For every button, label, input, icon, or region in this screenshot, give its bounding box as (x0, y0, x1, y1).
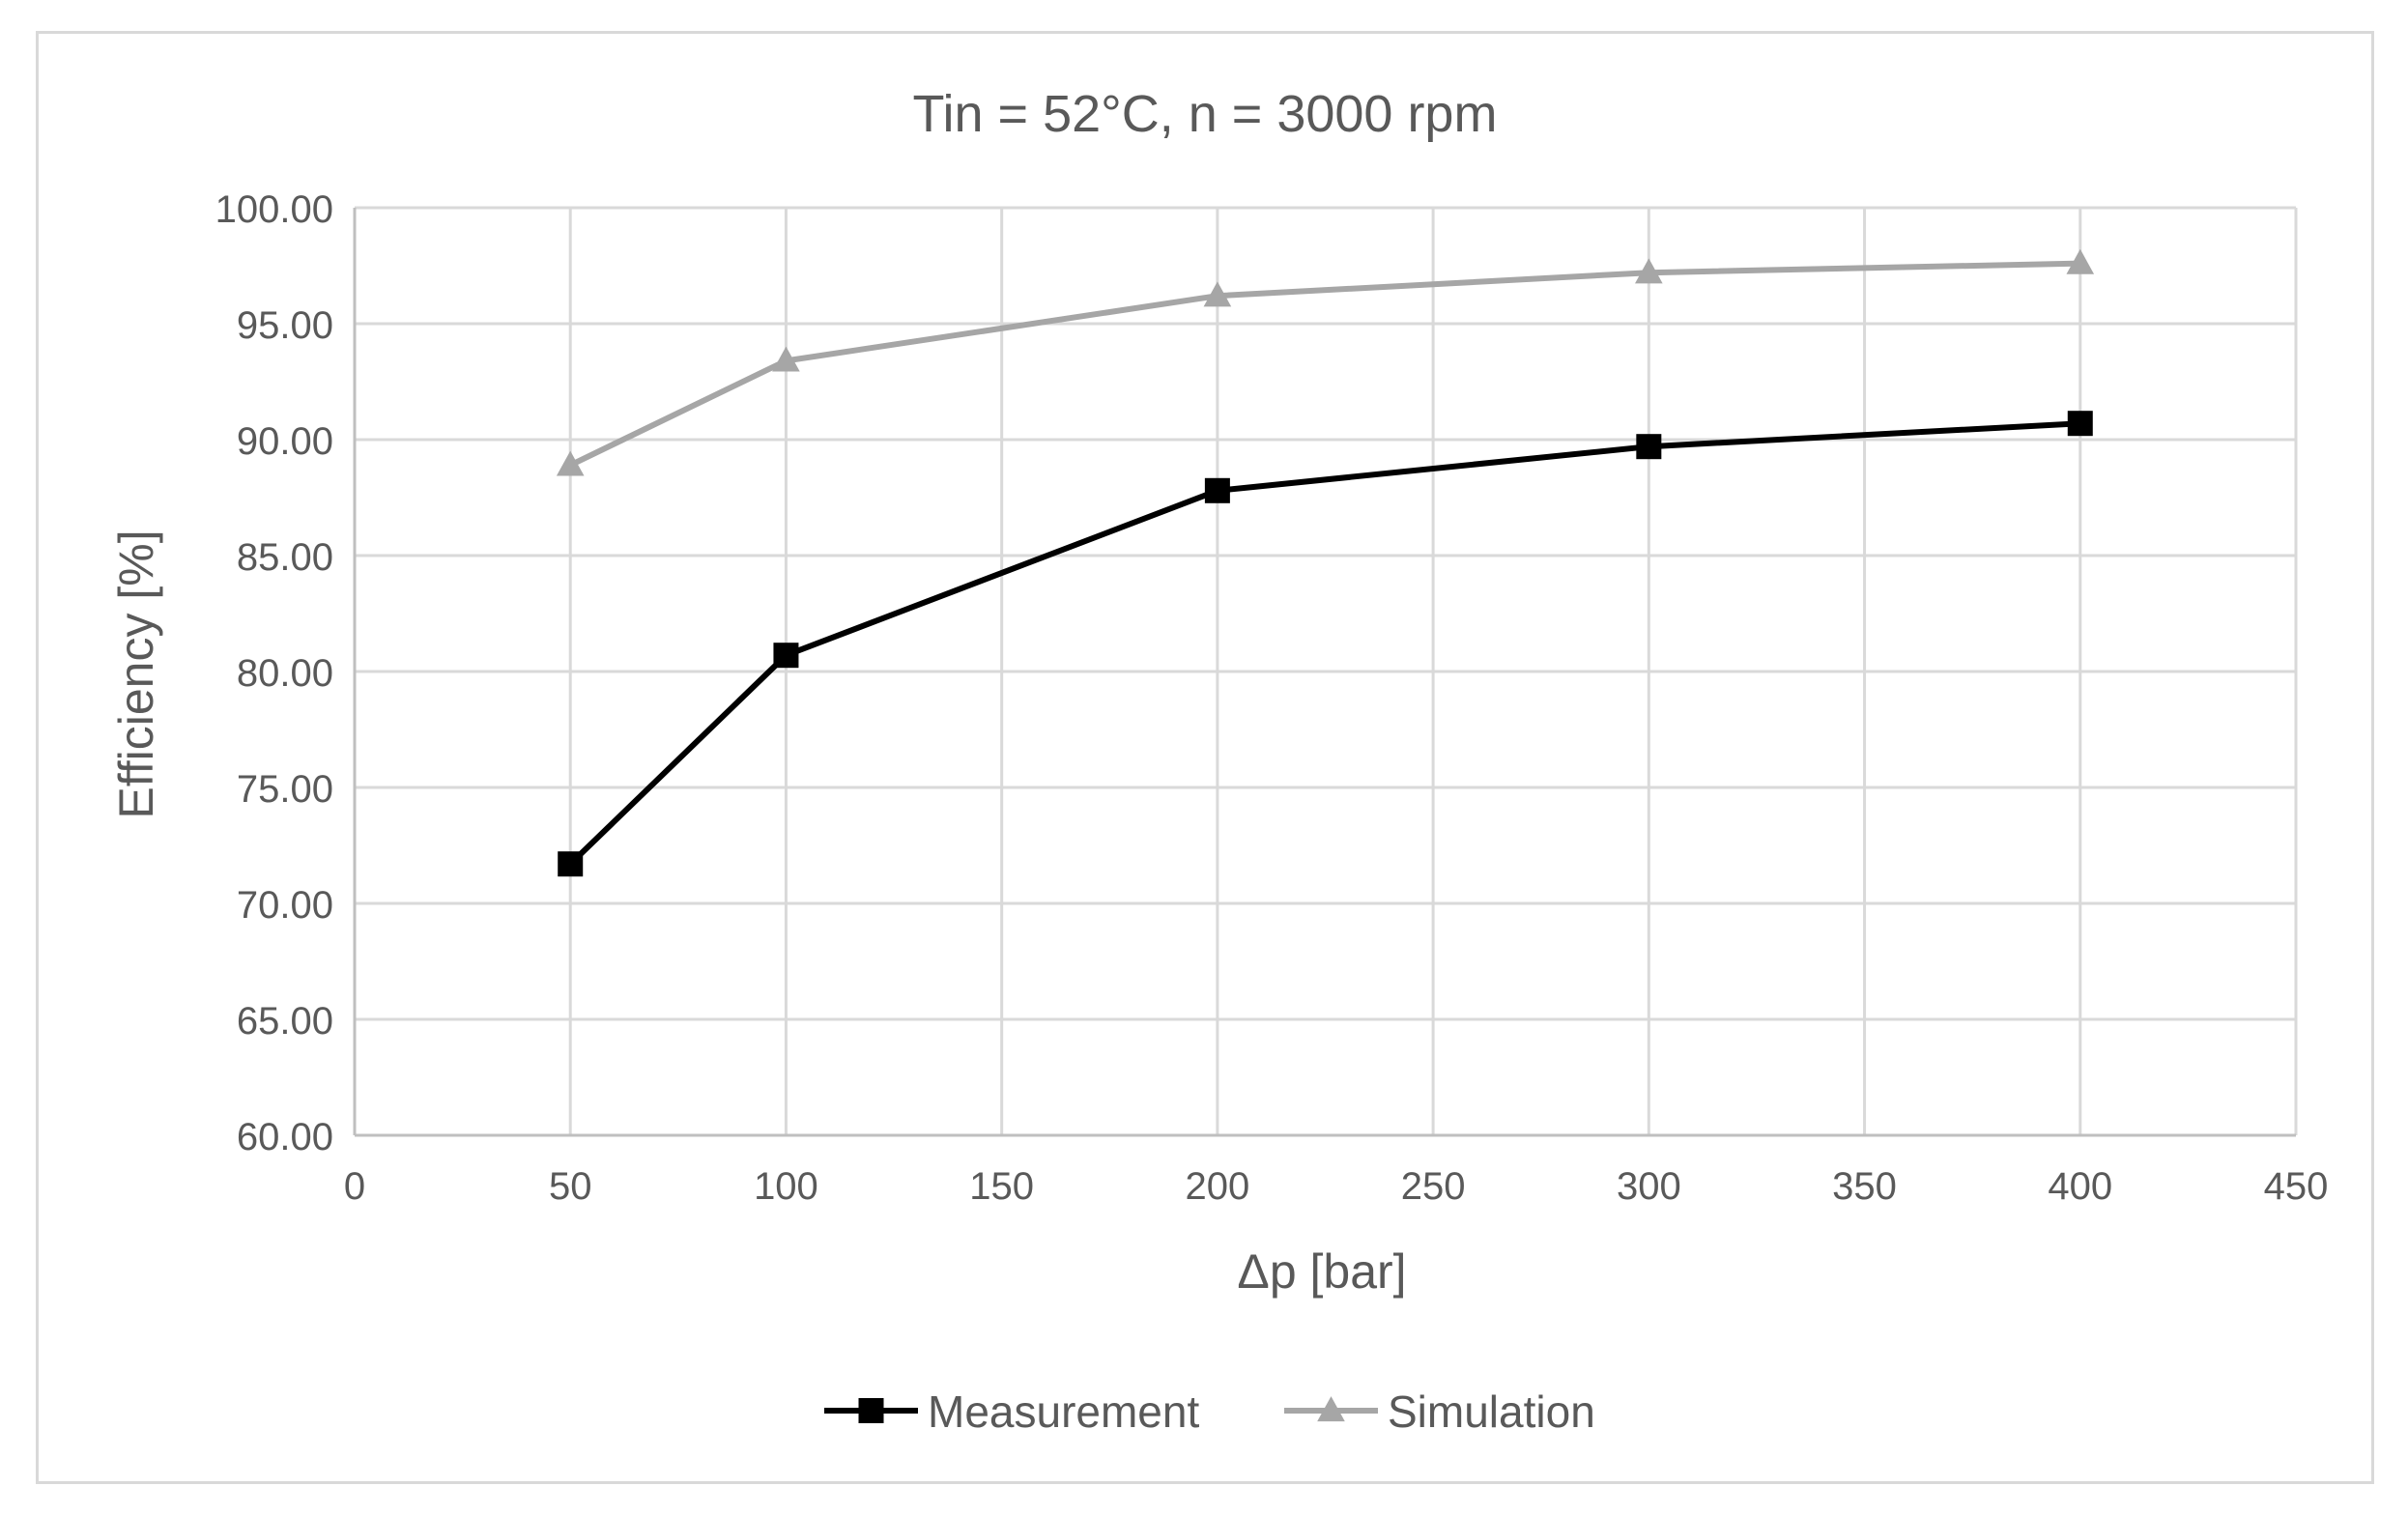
x-tick-label: 0 (344, 1165, 365, 1208)
x-tick-label: 250 (1401, 1165, 1466, 1208)
axis-layer: 60.00 65.00 70.00 75.00 80.00 85.00 90.00 95.00… (215, 188, 2329, 1208)
x-tick-label: 100 (754, 1165, 818, 1208)
y-tick-label: 85.00 (237, 536, 333, 579)
measurement-point (773, 643, 799, 669)
y-tick-label: 65.00 (237, 1000, 333, 1043)
chart-frame (36, 31, 2374, 1484)
measurement-point (558, 851, 584, 877)
measurement-point (1636, 434, 1662, 460)
legend-simulation-label: Simulation (1388, 1386, 1595, 1437)
y-tick-label: 100.00 (215, 188, 333, 231)
simulation-point (556, 450, 585, 476)
y-tick-label: 60.00 (237, 1116, 333, 1158)
simulation-point (772, 346, 800, 372)
x-tick-label: 200 (1186, 1165, 1250, 1208)
x-tick-label: 450 (2264, 1165, 2329, 1208)
x-axis-label: Δp [bar] (1237, 1244, 1406, 1299)
y-axis-label: Efficiency [%] (109, 529, 163, 818)
simulation-point (1635, 258, 1663, 284)
y-tick-label: 70.00 (237, 884, 333, 927)
x-tick-label: 400 (2048, 1165, 2112, 1208)
chart-title: Tin = 52°C, n = 3000 rpm (913, 85, 1498, 143)
x-tick-label: 50 (549, 1165, 592, 1208)
legend-simulation-marker (1317, 1396, 1345, 1422)
x-tick-label: 350 (1832, 1165, 1897, 1208)
y-tick-label: 75.00 (237, 768, 333, 811)
y-tick-label: 95.00 (237, 304, 333, 347)
simulation-point (1203, 281, 1232, 307)
measurement-point (1204, 477, 1230, 503)
x-tick-label: 300 (1617, 1165, 1681, 1208)
measurement-point (2067, 411, 2093, 437)
y-tick-label: 90.00 (237, 420, 333, 463)
y-tick-label: 80.00 (237, 652, 333, 695)
legend-measurement-marker (858, 1398, 884, 1423)
simulation-point (2066, 248, 2095, 274)
legend: Measurement Simulation (824, 1386, 1595, 1437)
x-tick-label: 150 (969, 1165, 1034, 1208)
grid-layer (353, 206, 2298, 1137)
series-layer (556, 248, 2095, 877)
legend-measurement-label: Measurement (928, 1386, 1199, 1437)
